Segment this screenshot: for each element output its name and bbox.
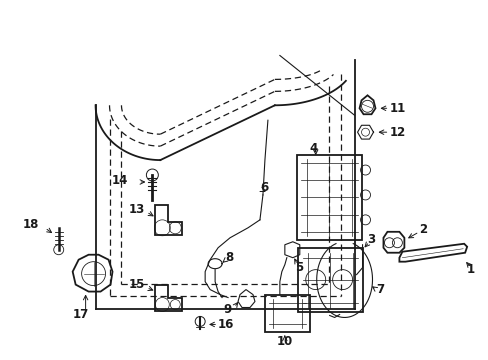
Text: 16: 16 — [218, 318, 234, 331]
Text: 6: 6 — [260, 181, 267, 194]
Text: 7: 7 — [376, 283, 384, 296]
Text: 5: 5 — [294, 261, 303, 274]
Text: 8: 8 — [224, 251, 233, 264]
Text: 15: 15 — [129, 278, 145, 291]
Text: 3: 3 — [367, 233, 375, 246]
Text: 18: 18 — [22, 218, 39, 231]
Text: 12: 12 — [388, 126, 405, 139]
Text: 10: 10 — [276, 335, 292, 348]
Text: 13: 13 — [129, 203, 145, 216]
Text: 14: 14 — [112, 174, 128, 186]
Text: 11: 11 — [388, 102, 405, 115]
Text: 4: 4 — [309, 141, 317, 155]
Text: 9: 9 — [224, 303, 232, 316]
Text: 2: 2 — [419, 223, 427, 236]
Bar — [264, 294, 309, 332]
Text: 17: 17 — [72, 308, 89, 321]
Bar — [297, 248, 362, 312]
Bar — [296, 155, 361, 240]
Text: 1: 1 — [466, 263, 474, 276]
